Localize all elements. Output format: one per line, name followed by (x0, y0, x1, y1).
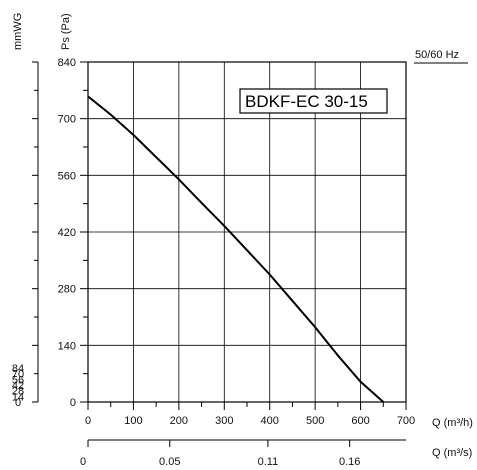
q-m3s-tick-label: 0.05 (159, 456, 180, 468)
x-tick-label: 200 (170, 415, 188, 427)
model-label: BDKF-EC 30-15 (245, 92, 368, 111)
x-tick-label: 300 (215, 415, 233, 427)
pa-tick-label: 560 (58, 170, 76, 182)
q-m3s-tick-label: 0.11 (258, 456, 279, 468)
pa-tick-label: 420 (58, 227, 76, 239)
q-m3s-axis-title: Q (m³/s) (432, 447, 472, 459)
grid-lines (88, 62, 406, 402)
pa-tick-label: 280 (58, 284, 76, 296)
mmwg-tick-label: 56 (12, 374, 24, 386)
mmwg-axis-title: mmWG (12, 13, 24, 50)
model-label-box (239, 88, 388, 114)
pa-axis-title: Ps (Pa) (60, 13, 72, 50)
axis-labels: 0 100 200 300 400 500 600 700014028042056070084… (12, 57, 415, 468)
mmwg-tick-label: 70 (12, 369, 24, 381)
q-m3s-tick-label: 0 (80, 456, 86, 468)
pa-tick-label: 0 (70, 397, 76, 409)
pa-tick-label: 840 (58, 57, 76, 69)
x-tick-label: 400 (261, 415, 279, 427)
mmwg-tick-label: 14 (12, 391, 24, 403)
x-tick-label: 600 (351, 415, 369, 427)
mmwg-tick-label: 28 (12, 386, 24, 398)
q-m3h-axis-title: Q (m³/h) (432, 417, 473, 429)
x-tick-label: 700 (397, 415, 415, 427)
mmwg-tick-label: 42 (12, 380, 24, 392)
performance-curve (87, 95, 384, 403)
q-m3s-tick-label: 0.16 (339, 456, 360, 468)
x-tick-label: 500 (306, 415, 324, 427)
frequency-label: 50/60 Hz (415, 49, 459, 61)
mmwg-tick-label: 0 (15, 397, 21, 409)
x-tick-label: 100 (124, 415, 142, 427)
mmwg-tick-label: 84 (12, 363, 24, 375)
axis-ticks (32, 61, 407, 447)
x-tick-label: 0 (85, 415, 91, 427)
pa-tick-label: 700 (58, 114, 76, 126)
pa-tick-label: 140 (58, 340, 76, 352)
